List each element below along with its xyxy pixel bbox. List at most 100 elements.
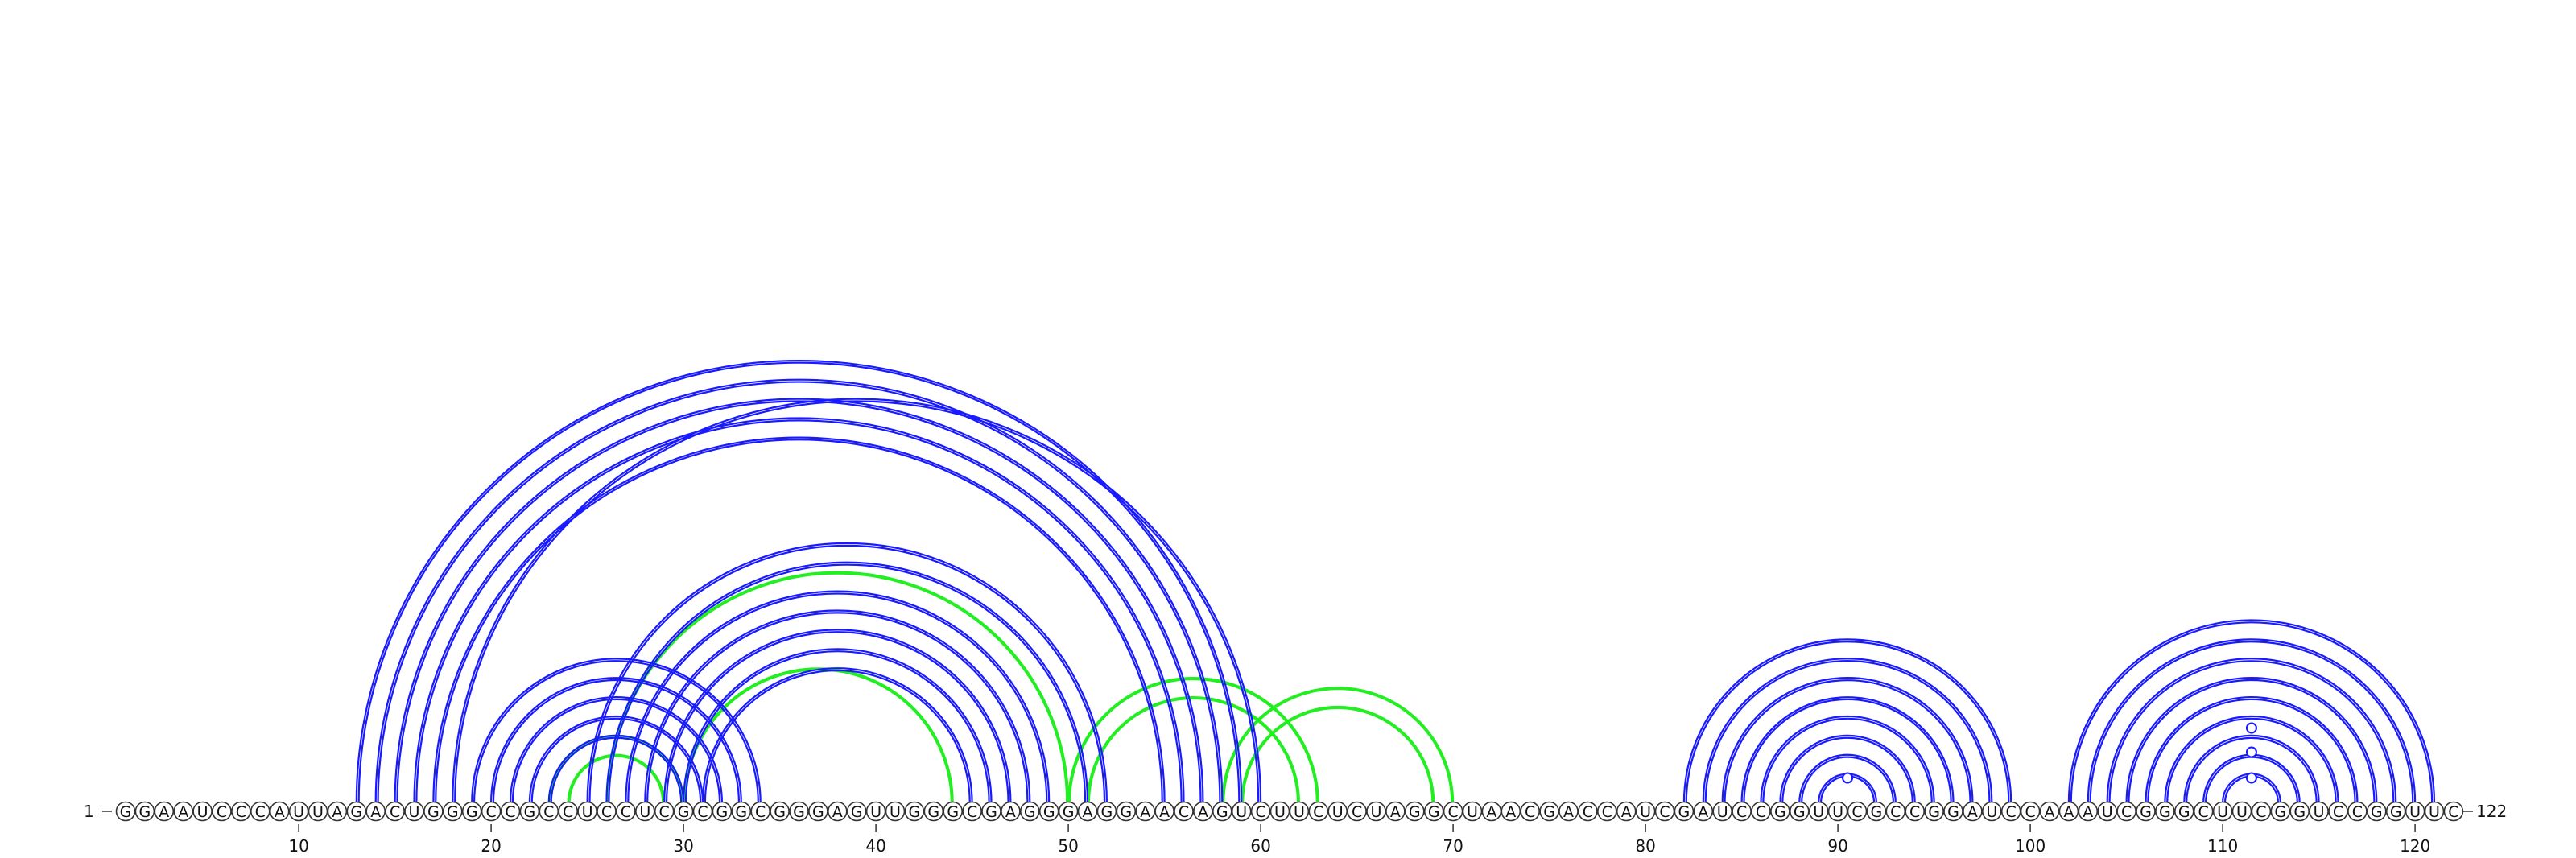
nucleotide-circle xyxy=(2251,801,2272,822)
nucleotide-letter: U xyxy=(1467,803,1478,821)
nucleotide-letter: G xyxy=(120,803,132,821)
primary-base-pair-arc xyxy=(432,436,1166,803)
primary-base-pair-arc xyxy=(644,609,1031,803)
nucleotide-circle xyxy=(1654,801,1675,822)
nucleotide: C xyxy=(1751,801,1771,822)
primary-base-pair-arc xyxy=(683,648,993,803)
nucleotide-circle xyxy=(2136,801,2156,822)
nucleotide-letter: U xyxy=(1813,803,1824,821)
nucleotide-letter: C xyxy=(967,803,977,821)
nucleotide: G xyxy=(346,801,367,822)
nucleotide-letter: U xyxy=(1274,803,1286,821)
nucleotide: G xyxy=(1096,801,1117,822)
nucleotide: G xyxy=(1116,801,1137,822)
nucleotide-letter: G xyxy=(1543,803,1555,821)
nucleotide: U xyxy=(308,801,328,822)
nucleotide-circle xyxy=(134,801,155,822)
nucleotide-letter: G xyxy=(985,803,997,821)
tick-label: 10 xyxy=(288,836,308,856)
nucleotide-letter: A xyxy=(159,803,169,821)
nucleotide-letter: G xyxy=(909,803,921,821)
primary-base-pair-arc xyxy=(1724,679,1971,803)
primary-base-pair-arc xyxy=(1702,658,1993,803)
primary-base-pair-arc xyxy=(435,439,1163,803)
nucleotide-circle xyxy=(2020,801,2041,822)
primary-base-pair-arc xyxy=(528,715,704,803)
nucleotide-letter: G xyxy=(793,803,805,821)
nucleotide-circle xyxy=(1905,801,1925,822)
primary-base-pair-arc xyxy=(588,545,1106,803)
nucleotide-letter: A xyxy=(178,803,188,821)
nucleotide-letter: U xyxy=(1717,803,1728,821)
nucleotide-letter: A xyxy=(1486,803,1496,821)
nucleotide-letter: C xyxy=(236,803,246,821)
nucleotide-letter: C xyxy=(2448,803,2458,821)
nucleotide: C xyxy=(2020,801,2041,822)
nucleotide-circle xyxy=(2039,801,2060,822)
nucleotide-circle xyxy=(481,801,502,822)
tick-label: 60 xyxy=(1250,836,1270,856)
nucleotide: C xyxy=(231,801,251,822)
nucleotide-circle xyxy=(577,801,597,822)
nucleotide: U xyxy=(288,801,309,822)
tick-label: 100 xyxy=(2015,836,2046,856)
nucleotide-letter: C xyxy=(1736,803,1747,821)
primary-base-pair-arc xyxy=(2166,718,2337,803)
nucleotide-circle xyxy=(654,801,675,822)
nucleotide-letter: A xyxy=(1505,803,1516,821)
nucleotide-letter: C xyxy=(601,803,612,821)
nucleotide: U xyxy=(2097,801,2117,822)
nucleotide: G xyxy=(981,801,1001,822)
nucleotide-circle xyxy=(250,801,270,822)
nucleotide-circle xyxy=(885,801,906,822)
nucleotide-letter: C xyxy=(697,803,708,821)
nucleotide-circle xyxy=(2097,801,2117,822)
nucleotide-circle xyxy=(1385,801,1406,822)
nucleotide-circle xyxy=(789,801,809,822)
nucleotide-letter: G xyxy=(139,803,151,821)
nucleotide-circle xyxy=(2328,801,2348,822)
nucleotide-circle xyxy=(731,801,752,822)
nucleotide-circle xyxy=(1327,801,1348,822)
primary-base-pair-arc xyxy=(1801,757,1895,803)
nucleotide-letter: G xyxy=(774,803,786,821)
nucleotide-circle xyxy=(1231,801,1252,822)
primary-base-pair-arc xyxy=(378,382,1220,803)
nucleotide-circle xyxy=(1827,801,1848,822)
nucleotide-circle xyxy=(385,801,405,822)
nucleotide-letter: C xyxy=(1756,803,1766,821)
nucleotide-letter: C xyxy=(543,803,554,821)
nucleotide-letter: C xyxy=(563,803,573,821)
nucleotide-letter: A xyxy=(2045,803,2055,821)
nucleotide-letter: U xyxy=(2314,803,2325,821)
tick-label: 20 xyxy=(481,836,501,856)
nucleotide-circle xyxy=(1347,801,1367,822)
nucleotide: C xyxy=(539,801,559,822)
nucleotide: U xyxy=(2405,801,2425,822)
nucleotide: A xyxy=(1385,801,1406,822)
nucleotide-letter: U xyxy=(293,803,304,821)
nucleotide: U xyxy=(1289,801,1310,822)
nucleotide: A xyxy=(1501,801,1521,822)
nucleotide-circle xyxy=(461,801,482,822)
nucleotide: C xyxy=(962,801,982,822)
nucleotide: U xyxy=(2231,801,2252,822)
nucleotide: C xyxy=(481,801,502,822)
primary-base-pair-arc xyxy=(2106,658,2397,803)
nucleotide-letter: G xyxy=(851,803,863,821)
nucleotide: A xyxy=(154,801,175,822)
nucleotide-letter: U xyxy=(582,803,593,821)
nucleotide-circle xyxy=(1020,801,1040,822)
nucleotide-letter: C xyxy=(1447,803,1458,821)
nucleotide-letter: C xyxy=(2198,803,2209,821)
nucleotide-circle xyxy=(423,801,444,822)
nucleotide-letter: G xyxy=(1928,803,1940,821)
nucleotide: C xyxy=(558,801,579,822)
primary-base-pair-arc xyxy=(625,590,1051,803)
arcs-layer xyxy=(357,361,2434,802)
nucleotide-letter: C xyxy=(1659,803,1670,821)
primary-base-pair-arc xyxy=(2145,695,2359,803)
nucleotide-letter: U xyxy=(197,803,208,821)
nucleotide: U xyxy=(885,801,906,822)
position-axis: 1 122 10 20 30 40 50 60 70 80 90 100 110 120 xyxy=(84,802,2507,856)
